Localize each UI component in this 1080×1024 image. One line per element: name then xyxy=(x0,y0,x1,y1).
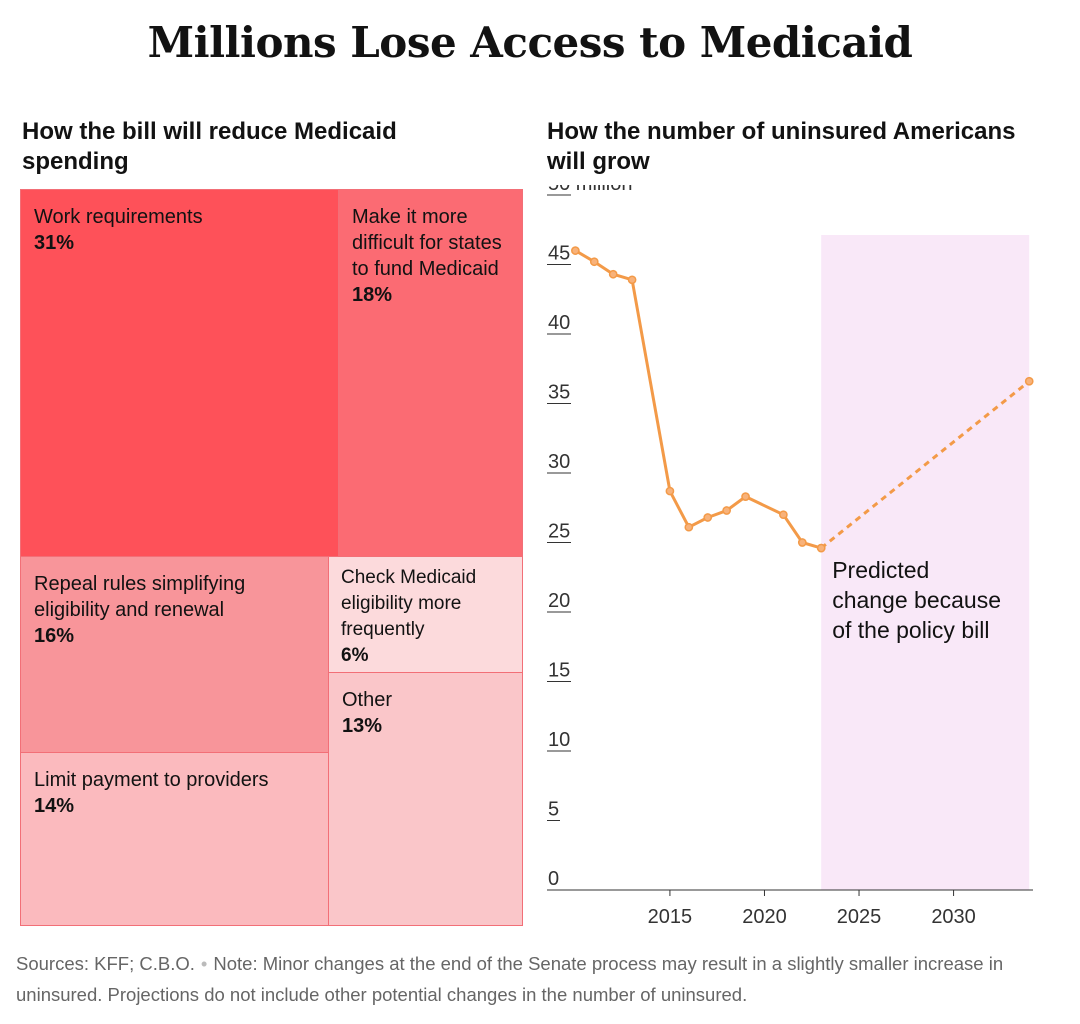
x-tick-label: 2020 xyxy=(742,906,787,928)
data-point xyxy=(665,486,675,496)
treemap-label: Other 13% xyxy=(342,687,512,739)
projection-point xyxy=(1024,376,1034,386)
footer-note-text: Note: Minor changes at the end of the Se… xyxy=(16,953,1004,1005)
treemap-category: Other xyxy=(342,689,393,711)
treemap-percent: 16% xyxy=(34,625,75,647)
treemap-category: Repeal rules simplifying eligibility and… xyxy=(34,573,246,621)
data-point xyxy=(589,257,599,267)
treemap-cell-work-requirements: Work requirements 31% xyxy=(20,189,339,557)
data-point xyxy=(627,275,637,285)
line-chart-heading: How the number of uninsured Americans wi… xyxy=(547,118,1016,175)
y-tick-label: 50 million xyxy=(548,185,632,195)
x-tick-label: 2030 xyxy=(931,906,976,928)
treemap-label: Make it more difficult for states to fun… xyxy=(352,204,512,308)
spending-treemap: Work requirements 31% Make it more difficu… xyxy=(20,189,523,926)
data-point xyxy=(779,510,788,520)
projection-line xyxy=(820,380,1031,550)
y-tick-label: 40 xyxy=(548,312,570,334)
treemap-percent: 13% xyxy=(342,715,383,737)
data-point xyxy=(684,522,694,532)
treemap-label: Repeal rules simplifying eligibility and… xyxy=(34,571,318,649)
data-point xyxy=(608,269,618,279)
footer-separator: • xyxy=(200,953,208,974)
page-title: Millions Lose Access to Medicaid xyxy=(147,18,913,67)
treemap-percent: 31% xyxy=(34,232,75,254)
y-tick-label: 30 xyxy=(548,451,570,473)
treemap-percent: 14% xyxy=(34,795,75,817)
treemap-cell-limit-payment: Limit payment to providers 14% xyxy=(20,752,329,926)
data-point xyxy=(703,513,713,522)
uninsured-line-chart: 05101520253035404550 million201520202025… xyxy=(547,185,1034,928)
treemap-percent: 6% xyxy=(341,645,369,666)
prediction-annotation: Predicted xyxy=(832,557,929,583)
treemap-cell-repeal-rules: Repeal rules simplifying eligibility and… xyxy=(20,556,329,753)
data-point xyxy=(797,538,807,547)
x-tick-label: 2015 xyxy=(648,906,693,928)
x-tick-label: 2025 xyxy=(837,906,882,928)
data-point xyxy=(741,492,750,501)
y-tick-label: 5 xyxy=(548,799,559,821)
y-tick-label: 25 xyxy=(548,521,570,543)
y-tick-label: 35 xyxy=(548,382,570,404)
treemap-label: Work requirements 31% xyxy=(34,204,328,256)
treemap-percent: 18% xyxy=(352,284,393,306)
projection-point xyxy=(816,543,826,553)
historical-line xyxy=(574,249,822,550)
treemap-category: Check Medicaid eligibility more frequent… xyxy=(341,567,477,640)
data-point xyxy=(571,246,580,255)
treemap-category: Make it more difficult for states to fun… xyxy=(352,206,502,280)
treemap-label: Limit payment to providers 14% xyxy=(34,767,318,819)
prediction-annotation: of the policy bill xyxy=(832,617,989,643)
treemap-cell-other: Other 13% xyxy=(328,672,523,926)
data-point xyxy=(722,506,731,515)
footer-note: Sources: KFF; C.B.O. • Note: Minor changes… xyxy=(16,948,1066,1010)
treemap-label: Check Medicaid eligibility more frequent… xyxy=(341,565,512,669)
treemap-cell-state-funding: Make it more difficult for states to fun… xyxy=(338,189,523,557)
treemap-cell-eligibility-checks: Check Medicaid eligibility more frequent… xyxy=(328,556,523,673)
y-tick-label: 15 xyxy=(548,660,570,682)
y-tick-label: 0 xyxy=(548,868,559,890)
treemap-category: Work requirements xyxy=(34,206,203,228)
treemap-category: Limit payment to providers xyxy=(34,769,269,791)
y-tick-label: 20 xyxy=(548,590,570,612)
prediction-annotation: change because xyxy=(832,587,1001,613)
y-tick-label: 45 xyxy=(548,243,570,265)
treemap-heading: How the bill will reduce Medicaid spendi… xyxy=(22,118,397,175)
footer-sources: Sources: KFF; C.B.O. xyxy=(16,953,195,974)
y-tick-label: 10 xyxy=(548,729,570,751)
prediction-band xyxy=(821,235,1030,890)
